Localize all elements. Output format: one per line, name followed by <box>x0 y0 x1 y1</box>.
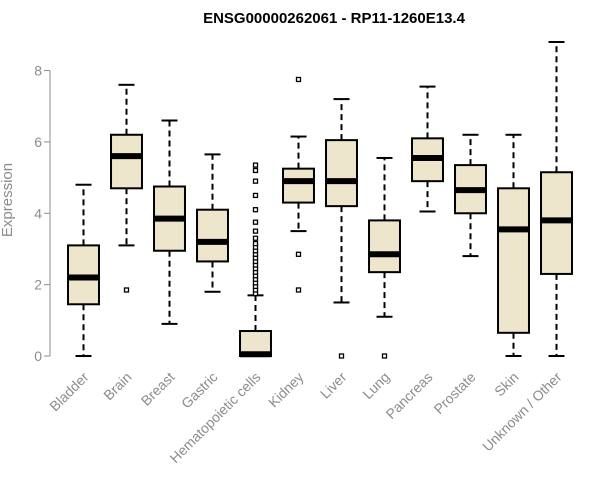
box-prostate <box>454 133 487 258</box>
box-body <box>325 139 358 208</box>
y-tick-label: 6 <box>34 134 42 150</box>
outlier-point <box>295 251 302 257</box>
box-gastric <box>196 153 229 293</box>
box-lung <box>368 156 401 359</box>
y-axis: 0 2 4 6 8 <box>34 63 51 364</box>
box-hematopoietic-cells <box>239 162 272 358</box>
x-tick-label: Bladder <box>46 369 92 415</box>
x-tick-label: Pancreas <box>382 369 435 422</box>
x-tick-label: Skin <box>491 369 522 400</box>
x-tick-label: Brain <box>100 369 134 403</box>
outlier-point <box>252 207 259 213</box>
x-tick-label: Liver <box>317 369 350 402</box>
outlier-point <box>252 178 259 184</box>
box-body <box>497 187 530 334</box>
y-tick-label: 2 <box>34 277 42 293</box>
x-tick-label: Lung <box>359 369 392 402</box>
y-tick-label: 0 <box>34 348 42 364</box>
outlier-point <box>252 219 259 225</box>
outlier-point <box>338 353 345 359</box>
box-kidney <box>282 76 315 293</box>
box-body <box>196 208 229 263</box>
box-breast <box>153 119 186 325</box>
outlier-point <box>123 287 130 293</box>
y-tick-label: 8 <box>34 63 42 79</box>
x-tick-label: Unknown / Other <box>479 369 565 455</box>
outlier-point <box>295 287 302 293</box>
outlier-point <box>252 167 259 174</box>
outlier-point <box>295 76 302 83</box>
outlier-point <box>252 235 259 241</box>
x-tick-label: Prostate <box>430 369 478 417</box>
x-tick-label: Breast <box>138 369 178 409</box>
box-brain <box>110 83 143 293</box>
box-unknown-other <box>540 41 573 357</box>
box-body <box>282 167 315 204</box>
outlier-point <box>252 162 259 168</box>
box-skin <box>497 133 530 357</box>
chart-title: ENSG00000262061 - RP11-1260E13.4 <box>203 10 466 27</box>
box-body <box>110 133 143 190</box>
y-axis-label: Expression <box>0 163 16 237</box>
outlier-point <box>252 240 259 247</box>
box-body <box>368 219 401 274</box>
outlier-point <box>381 353 388 359</box>
box-pancreas <box>411 85 444 213</box>
x-tick-label: Kidney <box>265 369 307 411</box>
box-series <box>67 41 573 359</box>
x-tick-label: Gastric <box>178 369 221 412</box>
box-liver <box>325 98 358 359</box>
outlier-point <box>252 192 259 199</box>
outlier-point <box>252 228 259 234</box>
box-bladder <box>67 183 100 357</box>
y-tick-label: 4 <box>34 205 42 221</box>
